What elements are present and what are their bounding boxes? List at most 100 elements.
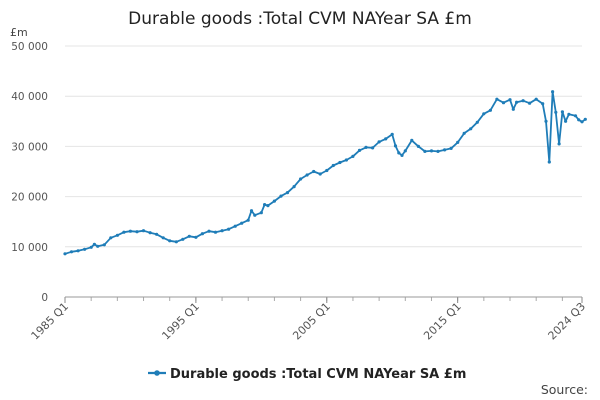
data-point[interactable] xyxy=(285,191,290,195)
data-point[interactable] xyxy=(515,100,519,104)
data-point[interactable] xyxy=(557,142,561,146)
data-point[interactable] xyxy=(331,163,335,168)
data-point[interactable] xyxy=(397,151,401,155)
data-point[interactable] xyxy=(246,218,250,222)
data-point[interactable] xyxy=(416,144,420,148)
data-point[interactable] xyxy=(534,97,538,101)
data-point[interactable] xyxy=(266,204,270,208)
data-point[interactable] xyxy=(69,250,74,254)
data-point[interactable] xyxy=(92,242,96,246)
data-point[interactable] xyxy=(249,209,254,213)
data-point[interactable] xyxy=(443,148,447,152)
data-point[interactable] xyxy=(449,146,453,150)
data-point[interactable] xyxy=(200,232,204,236)
data-point[interactable] xyxy=(364,145,368,149)
data-point[interactable] xyxy=(227,227,231,231)
data-point[interactable] xyxy=(76,249,80,253)
data-point[interactable] xyxy=(357,148,362,152)
data-point[interactable] xyxy=(89,245,93,249)
data-point[interactable] xyxy=(292,185,296,189)
data-point[interactable] xyxy=(554,110,558,114)
data-point[interactable] xyxy=(135,230,139,234)
data-point[interactable] xyxy=(263,203,267,207)
data-point[interactable] xyxy=(400,153,404,157)
data-point[interactable] xyxy=(259,211,263,215)
data-point[interactable] xyxy=(580,120,584,124)
data-point[interactable] xyxy=(213,230,218,234)
data-point[interactable] xyxy=(181,237,185,241)
data-point[interactable] xyxy=(272,199,276,203)
data-point[interactable] xyxy=(377,140,381,144)
data-point[interactable] xyxy=(63,252,67,256)
data-point[interactable] xyxy=(155,232,159,236)
data-point[interactable] xyxy=(122,230,126,234)
data-point[interactable] xyxy=(240,221,244,225)
data-point[interactable] xyxy=(318,172,322,176)
y-axis-ticks: 0 10 000 20 000 30 000 40 000 50 000 xyxy=(11,41,48,304)
data-point[interactable] xyxy=(508,98,512,102)
data-point[interactable] xyxy=(488,108,492,112)
data-point[interactable] xyxy=(462,131,466,135)
data-point[interactable] xyxy=(482,112,486,116)
data-point[interactable] xyxy=(521,99,525,103)
data-point[interactable] xyxy=(207,229,211,233)
data-point[interactable] xyxy=(429,149,434,153)
data-point[interactable] xyxy=(279,194,283,198)
data-point[interactable] xyxy=(305,173,309,177)
x-axis-ticks: 1985 Q1 1995 Q1 2005 Q1 2015 Q1 2024 Q3 xyxy=(29,297,588,343)
data-point[interactable] xyxy=(174,240,178,244)
data-point[interactable] xyxy=(220,229,224,233)
data-point[interactable] xyxy=(233,224,237,228)
data-point[interactable] xyxy=(410,138,414,142)
data-point[interactable] xyxy=(495,97,499,101)
data-point[interactable] xyxy=(312,169,316,174)
chart-title: Durable goods :Total CVM NAYear SA £m xyxy=(128,9,472,29)
data-point[interactable] xyxy=(528,101,532,105)
data-point[interactable] xyxy=(560,110,565,114)
data-point[interactable] xyxy=(436,149,440,153)
data-point[interactable] xyxy=(551,90,555,94)
data-point[interactable] xyxy=(96,244,100,248)
data-point[interactable] xyxy=(102,243,106,247)
data-point[interactable] xyxy=(115,233,119,237)
data-point[interactable] xyxy=(567,112,571,116)
data-point[interactable] xyxy=(161,236,165,240)
data-point[interactable] xyxy=(564,119,568,123)
x-tick-label: 1985 Q1 xyxy=(29,300,72,343)
data-point[interactable] xyxy=(573,114,578,118)
data-point[interactable] xyxy=(577,118,581,122)
data-point[interactable] xyxy=(141,229,146,233)
data-point[interactable] xyxy=(148,231,152,235)
data-point[interactable] xyxy=(109,236,113,240)
data-point[interactable] xyxy=(338,160,342,165)
y-tick-label: 10 000 xyxy=(11,242,48,254)
legend-dot-marker xyxy=(154,370,160,376)
data-point[interactable] xyxy=(544,119,548,123)
data-point[interactable] xyxy=(299,177,303,181)
data-point[interactable] xyxy=(168,239,172,243)
data-point[interactable] xyxy=(390,132,394,136)
data-point[interactable] xyxy=(393,144,398,148)
data-point[interactable] xyxy=(547,160,551,164)
data-point[interactable] xyxy=(384,137,388,141)
data-point[interactable] xyxy=(501,101,506,105)
data-point[interactable] xyxy=(187,234,191,238)
data-point[interactable] xyxy=(475,120,479,124)
data-point[interactable] xyxy=(371,146,375,150)
data-point[interactable] xyxy=(194,235,198,239)
data-point[interactable] xyxy=(511,107,515,111)
data-point[interactable] xyxy=(456,140,460,144)
data-point[interactable] xyxy=(253,213,257,217)
data-point[interactable] xyxy=(423,149,427,153)
legend-label: Durable goods :Total CVM NAYear SA £m xyxy=(170,367,466,382)
data-point[interactable] xyxy=(403,149,407,153)
data-point[interactable] xyxy=(541,102,545,106)
legend[interactable]: Durable goods :Total CVM NAYear SA £m xyxy=(148,367,466,382)
data-point[interactable] xyxy=(344,158,348,162)
data-point[interactable] xyxy=(325,168,329,173)
data-point[interactable] xyxy=(583,117,587,121)
data-point[interactable] xyxy=(351,154,355,158)
data-point[interactable] xyxy=(469,127,473,131)
data-point[interactable] xyxy=(83,247,87,251)
data-point[interactable] xyxy=(128,229,132,233)
